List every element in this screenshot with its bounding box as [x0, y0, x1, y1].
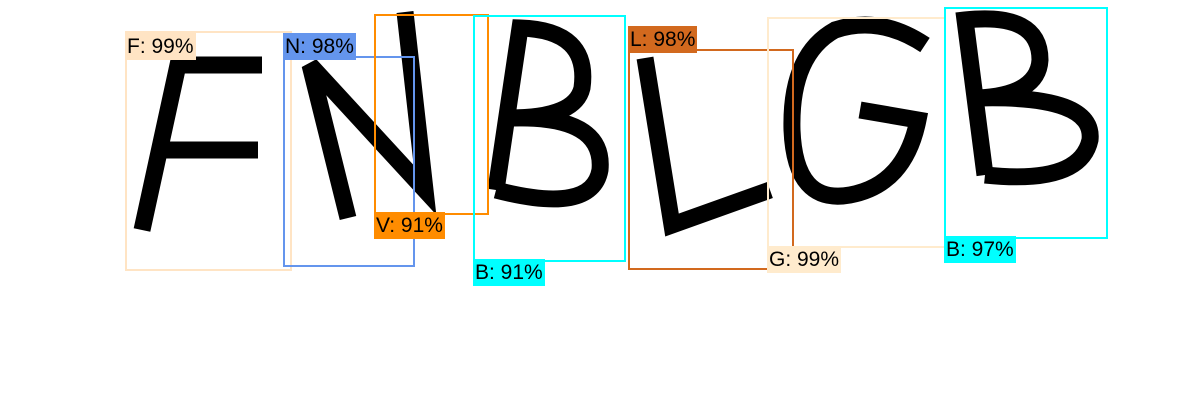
bbox-g — [767, 17, 946, 248]
label-v: V: 91% — [374, 212, 445, 239]
bbox-f — [125, 31, 292, 271]
bbox-l — [628, 49, 794, 270]
label-l: L: 98% — [628, 26, 698, 53]
label-b2: B: 97% — [944, 236, 1016, 263]
letter-b2-glyph — [955, 10, 1099, 186]
label-f: F: 99% — [125, 33, 196, 60]
letter-l-glyph — [636, 56, 773, 237]
bbox-b2 — [944, 7, 1108, 239]
letter-b-glyph — [487, 19, 609, 208]
letter-n-glyph — [301, 11, 437, 221]
bbox-v — [374, 14, 489, 215]
letter-f-glyph — [133, 56, 262, 232]
label-g: G: 99% — [767, 246, 842, 273]
bbox-b — [473, 15, 626, 262]
label-b: B: 91% — [473, 259, 545, 286]
label-n: N: 98% — [283, 33, 356, 60]
